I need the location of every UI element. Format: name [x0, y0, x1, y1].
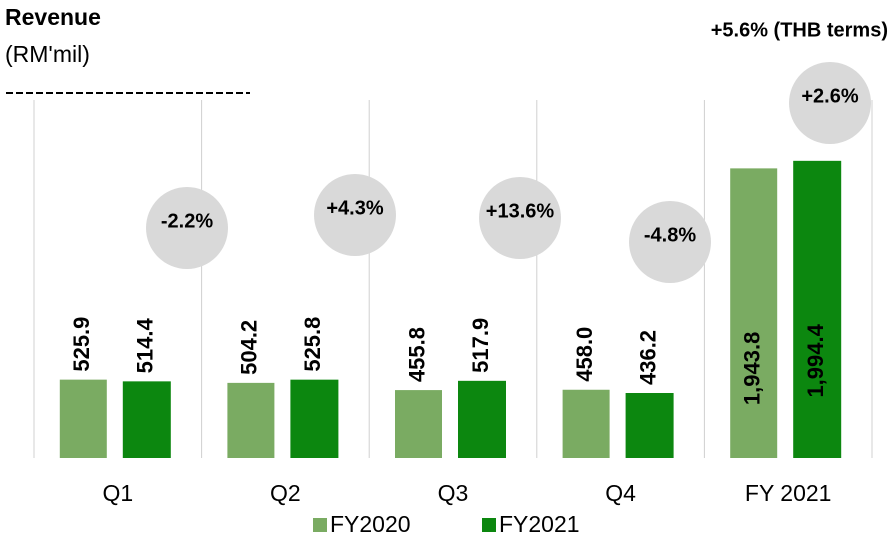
- bar: [458, 380, 506, 458]
- growth-bubble: [789, 62, 871, 144]
- x-tick-label: FY 2021: [745, 480, 832, 506]
- value-label: 1,994.4: [803, 323, 828, 397]
- value-label: 514.4: [133, 318, 158, 374]
- legend-label: FY2020: [330, 511, 411, 537]
- value-label: 1,943.8: [740, 332, 765, 405]
- legend-swatch: [482, 518, 496, 532]
- bar: [793, 160, 842, 458]
- growth-label: +4.3%: [326, 197, 383, 219]
- bar: [227, 382, 275, 458]
- growth-label: +13.6%: [486, 200, 555, 222]
- bar: [625, 393, 674, 458]
- value-label: 455.8: [404, 327, 429, 382]
- annotation: +5.6% (THB terms): [711, 19, 888, 41]
- legend-swatch: [313, 518, 327, 532]
- x-tick-label: Q2: [270, 480, 301, 506]
- value-label: 504.2: [237, 320, 262, 375]
- x-tick-label: Q3: [438, 480, 469, 506]
- growth-bubble: [314, 174, 396, 256]
- growth-label: -4.8%: [644, 224, 696, 246]
- growth-bubble: [629, 201, 711, 283]
- value-label: 436.2: [635, 330, 660, 385]
- value-label: 517.9: [468, 318, 493, 373]
- growth-label: +2.6%: [801, 85, 858, 107]
- value-label: 525.9: [69, 317, 94, 372]
- legend-label: FY2021: [499, 511, 580, 537]
- x-tick-label: Q1: [102, 480, 133, 506]
- chart-subtitle: (RM'mil): [5, 41, 90, 67]
- bar: [562, 389, 610, 458]
- value-label: 525.8: [300, 317, 325, 372]
- chart-title: Revenue: [5, 4, 101, 30]
- x-tick-label: Q4: [605, 480, 636, 506]
- growth-label: -2.2%: [161, 210, 213, 232]
- bar: [59, 379, 107, 458]
- growth-bubble: [146, 187, 228, 269]
- bar: [122, 381, 171, 458]
- bar: [730, 168, 778, 459]
- growth-bubble: [479, 177, 561, 259]
- bar: [290, 379, 339, 458]
- value-label: 458.0: [572, 327, 597, 382]
- bar: [395, 390, 442, 458]
